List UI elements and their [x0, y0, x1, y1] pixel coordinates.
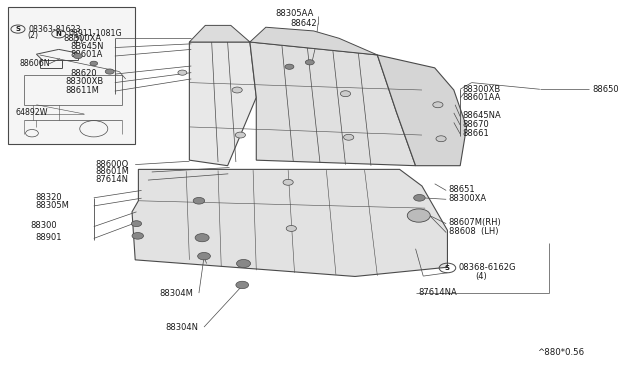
- Text: 88320: 88320: [36, 193, 63, 202]
- Polygon shape: [250, 27, 378, 55]
- Circle shape: [178, 70, 187, 75]
- Text: 88300: 88300: [31, 221, 58, 230]
- Circle shape: [193, 198, 205, 204]
- Text: 88670: 88670: [463, 120, 490, 129]
- Circle shape: [232, 87, 243, 93]
- Polygon shape: [189, 42, 256, 166]
- Circle shape: [286, 225, 296, 231]
- Text: (2): (2): [73, 36, 84, 45]
- Text: 88620: 88620: [70, 68, 97, 77]
- Text: 88645NA: 88645NA: [463, 111, 502, 121]
- Text: 88601A: 88601A: [70, 50, 102, 59]
- Text: 88901: 88901: [36, 233, 62, 242]
- Polygon shape: [250, 42, 415, 166]
- Bar: [8, 7, 135, 144]
- Polygon shape: [189, 25, 250, 42]
- Text: 88642: 88642: [290, 19, 317, 28]
- Text: N: N: [56, 31, 61, 37]
- Circle shape: [236, 132, 246, 138]
- Circle shape: [413, 195, 425, 201]
- Text: 88600Q: 88600Q: [96, 160, 129, 169]
- Text: 88607M(RH): 88607M(RH): [449, 218, 502, 227]
- Circle shape: [237, 260, 250, 267]
- Text: 87614NA: 87614NA: [418, 288, 457, 297]
- Text: 88305AA: 88305AA: [275, 9, 314, 18]
- Circle shape: [90, 61, 98, 65]
- Circle shape: [236, 281, 248, 289]
- Text: 88300XA: 88300XA: [64, 34, 102, 43]
- Text: 88300XB: 88300XB: [463, 85, 501, 94]
- Text: 88601AA: 88601AA: [463, 93, 501, 102]
- Text: ^880*0.56: ^880*0.56: [537, 349, 584, 357]
- Text: (2): (2): [27, 31, 38, 40]
- Circle shape: [285, 64, 294, 69]
- Text: 88608  (LH): 88608 (LH): [449, 227, 498, 236]
- Circle shape: [195, 234, 209, 242]
- Text: (4): (4): [475, 272, 486, 280]
- Text: 88304N: 88304N: [166, 323, 199, 331]
- Circle shape: [433, 102, 443, 108]
- Text: 8B645N: 8B645N: [70, 42, 104, 51]
- Text: 88305M: 88305M: [36, 201, 70, 210]
- Polygon shape: [132, 169, 447, 276]
- Text: 87614N: 87614N: [96, 175, 129, 184]
- Circle shape: [198, 253, 211, 260]
- Text: 88661: 88661: [463, 129, 490, 138]
- Text: 08911-1081G: 08911-1081G: [69, 29, 122, 38]
- Text: 88606N: 88606N: [19, 59, 50, 68]
- Circle shape: [283, 179, 293, 185]
- Text: 88300XB: 88300XB: [66, 77, 104, 86]
- Circle shape: [407, 209, 430, 222]
- Text: S: S: [445, 265, 450, 271]
- Text: 08363-81623: 08363-81623: [28, 25, 81, 33]
- Text: 88304M: 88304M: [159, 289, 193, 298]
- Circle shape: [105, 69, 114, 74]
- Text: 88611M: 88611M: [66, 86, 100, 94]
- Circle shape: [340, 91, 351, 97]
- Polygon shape: [378, 55, 467, 166]
- Circle shape: [131, 221, 141, 227]
- Text: 88650: 88650: [593, 85, 620, 94]
- Text: 88300XA: 88300XA: [449, 195, 487, 203]
- Circle shape: [305, 60, 314, 65]
- Text: S: S: [15, 26, 20, 32]
- Text: 08368-6162G: 08368-6162G: [458, 263, 516, 272]
- Circle shape: [74, 54, 83, 59]
- Circle shape: [436, 136, 446, 142]
- Text: 88601M: 88601M: [96, 167, 129, 176]
- Text: 88651: 88651: [449, 185, 476, 194]
- Circle shape: [344, 134, 354, 140]
- Text: 64892W: 64892W: [15, 108, 48, 117]
- Circle shape: [132, 232, 143, 239]
